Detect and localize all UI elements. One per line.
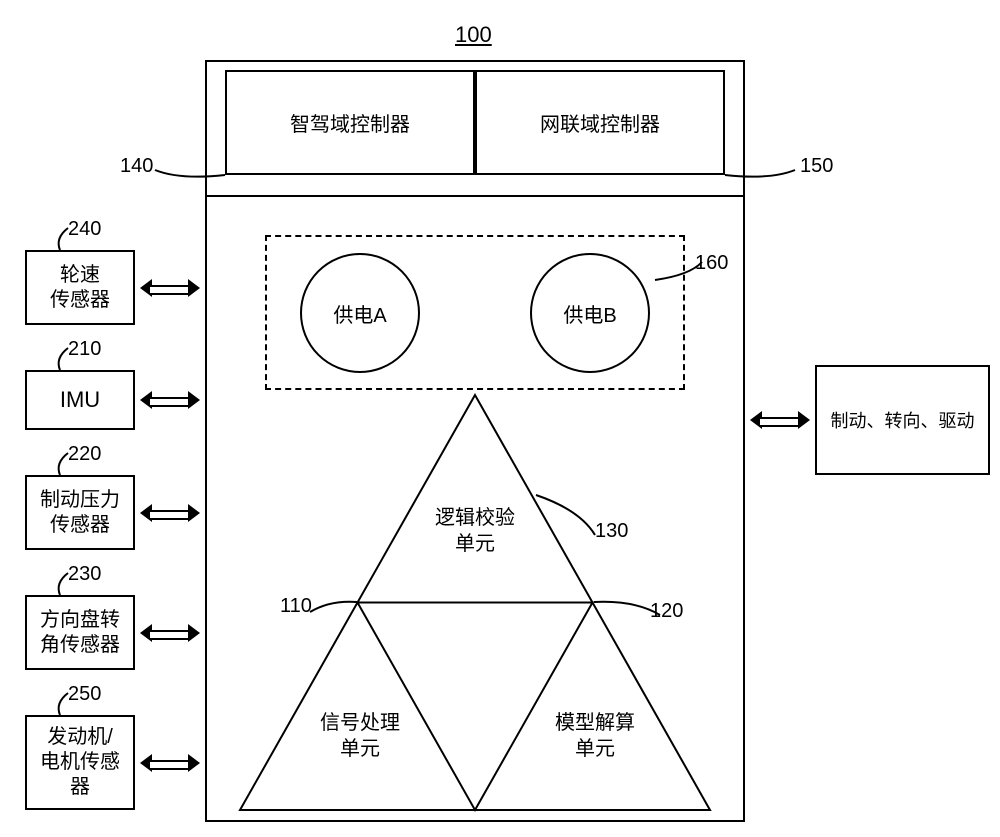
- actuator-label: 制动、转向、驱动: [831, 407, 975, 433]
- actuator-box: 制动、转向、驱动: [815, 365, 990, 475]
- sensor-arrow-4: [140, 754, 200, 772]
- actuator-arrow: [750, 411, 810, 429]
- sensor-leader-4: [0, 0, 200, 760]
- ref-120: 120: [650, 600, 683, 623]
- sensor-ref-4: 250: [68, 683, 101, 706]
- diagram-canvas: 100 智驾域控制器 网联域控制器 140 150 供电A 供电B 160 逻辑…: [0, 0, 1000, 837]
